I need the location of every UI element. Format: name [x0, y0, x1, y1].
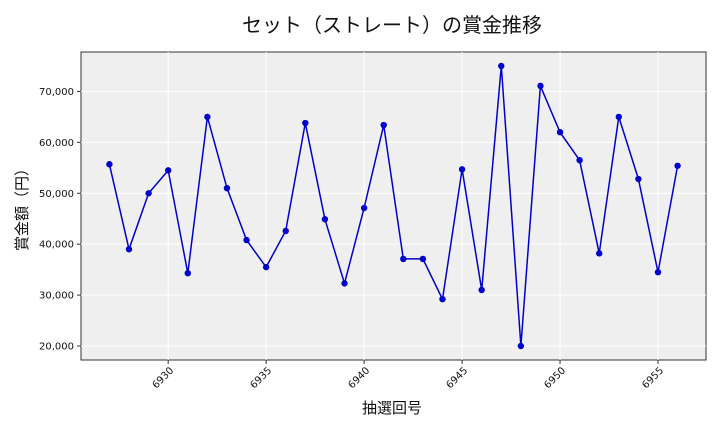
y-tick-label: 30,000 [39, 291, 74, 302]
data-point [223, 184, 231, 192]
x-tick-label: 6930 [151, 365, 177, 391]
y-tick-label: 60,000 [39, 138, 74, 149]
y-tick-label: 50,000 [39, 189, 74, 200]
data-point [282, 227, 289, 235]
x-axis-ticks: 6930 6935 6940 6945 6950 6955 [151, 360, 666, 391]
data-point [478, 286, 485, 294]
y-tick-label: 40,000 [39, 240, 74, 251]
data-point [615, 113, 623, 121]
data-point [204, 113, 211, 121]
data-point [458, 166, 466, 173]
y-axis-label: 賞金額（円） [13, 161, 31, 251]
data-point [517, 342, 525, 350]
data-point [674, 162, 681, 169]
y-tick-label: 20,000 [39, 342, 74, 353]
data-point [400, 255, 407, 263]
data-point [439, 295, 446, 303]
series-points [106, 62, 681, 350]
data-point [635, 175, 642, 183]
y-tick-label: 70,000 [39, 87, 74, 98]
data-point [654, 268, 662, 276]
data-point [498, 62, 505, 70]
data-point [537, 82, 544, 90]
data-point [321, 216, 329, 223]
data-point [243, 236, 250, 244]
x-tick-label: 6945 [444, 365, 470, 391]
data-point [576, 156, 583, 164]
x-tick-label: 6950 [542, 365, 568, 391]
chart-title: セット（ストレート）の賞金推移 [242, 13, 542, 37]
x-axis-label: 抽選回号 [362, 399, 422, 417]
data-point [106, 161, 113, 168]
series-line [108, 65, 679, 347]
plot-area [80, 51, 707, 361]
data-point [164, 167, 172, 174]
data-point [184, 270, 191, 277]
data-point [556, 128, 564, 136]
data-point [419, 255, 427, 263]
data-point [596, 250, 603, 257]
data-point [360, 204, 368, 212]
x-tick-label: 6940 [346, 365, 372, 391]
data-point [302, 119, 309, 127]
x-tick-label: 6935 [248, 365, 274, 391]
data-point [341, 280, 348, 287]
data-point [380, 121, 387, 129]
y-axis-ticks: 20,000 30,000 40,000 50,000 60,000 70,000 [39, 87, 81, 353]
data-point [125, 246, 133, 253]
x-tick-label: 6955 [640, 365, 666, 391]
data-point [262, 263, 270, 271]
data-point [145, 190, 152, 197]
